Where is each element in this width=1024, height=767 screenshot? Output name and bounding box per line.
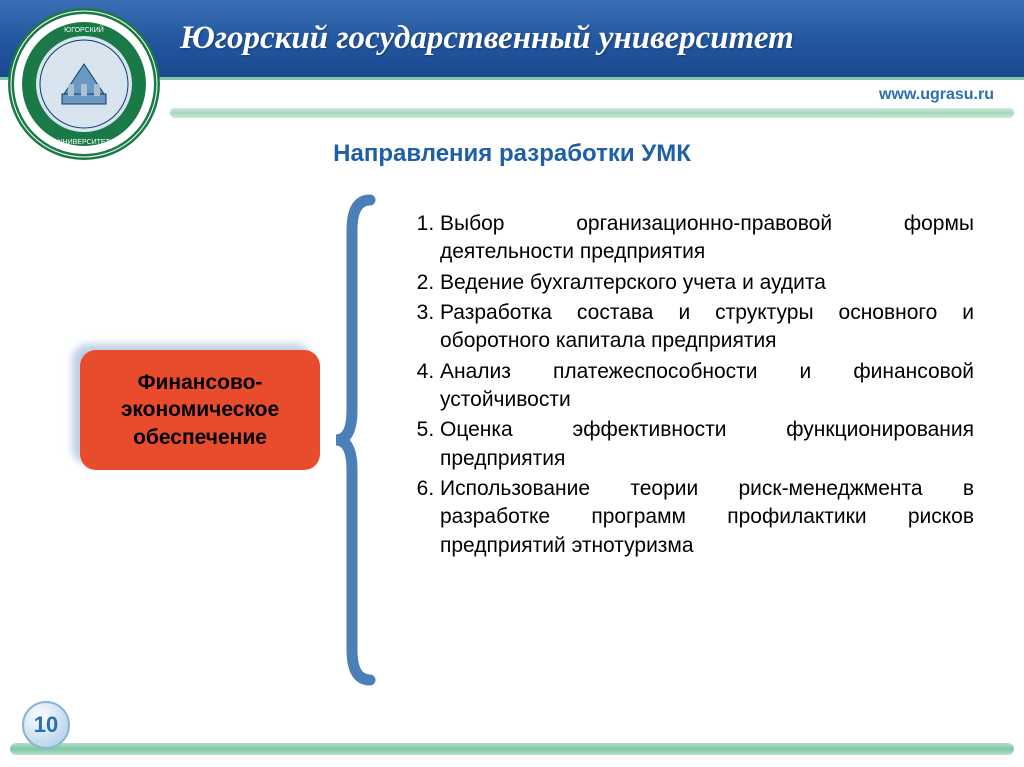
content-list: Выбор организационно-правовой формы деят… (410, 210, 974, 562)
list-item: Ведение бухгалтерского учета и аудита (440, 269, 974, 297)
decorative-wave-top (170, 108, 1014, 118)
slide-title: Направления разработки УМК (0, 140, 1024, 168)
brace-icon (330, 190, 380, 690)
svg-text:ЮГОРСКИЙ: ЮГОРСКИЙ (64, 25, 104, 34)
list-item: Разработка состава и структуры основного… (440, 299, 974, 356)
list-item: Выбор организационно-правовой формы деят… (440, 210, 974, 267)
category-label: Финансово-экономическое обеспечение (90, 369, 310, 451)
university-url: www.ugrasu.ru (879, 86, 994, 104)
list-item: Анализ платежеспособности и финансовой у… (440, 358, 974, 415)
university-title: Югорский государственный университет (180, 20, 794, 57)
university-seal-icon: ЮГОРСКИЙ УНИВЕРСИТЕТ (6, 6, 162, 162)
list-item: Оценка эффективности функционирования пр… (440, 416, 974, 473)
page-number-badge: 10 (22, 701, 70, 749)
list-item: Использование теории риск-менеджмента в … (440, 475, 974, 560)
page-number-value: 10 (34, 712, 58, 738)
category-box: Финансово-экономическое обеспечение (80, 350, 320, 470)
decorative-wave-bottom (10, 743, 1014, 755)
